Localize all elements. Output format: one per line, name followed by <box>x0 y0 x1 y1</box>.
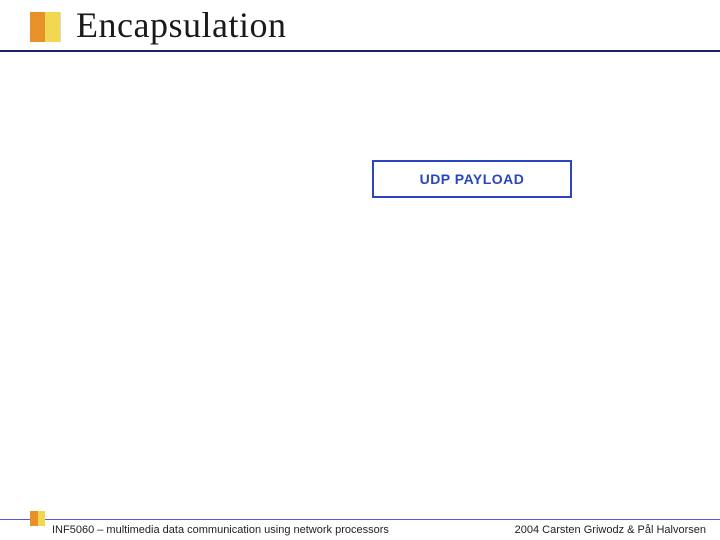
footer-right-text: 2004 Carsten Griwodz & Pål Halvorsen <box>515 524 706 536</box>
udp-payload-label: UDP PAYLOAD <box>420 171 525 187</box>
udp-payload-box: UDP PAYLOAD <box>372 160 572 198</box>
title-region: Encapsulation <box>0 0 720 64</box>
footer-horizontal-rule <box>0 519 720 520</box>
page-title: Encapsulation <box>76 4 286 46</box>
title-bullet-icon <box>30 12 60 42</box>
footer-left-text: INF5060 – multimedia data communication … <box>52 524 389 536</box>
title-horizontal-rule <box>0 50 720 52</box>
footer-bullet-icon <box>30 511 45 526</box>
